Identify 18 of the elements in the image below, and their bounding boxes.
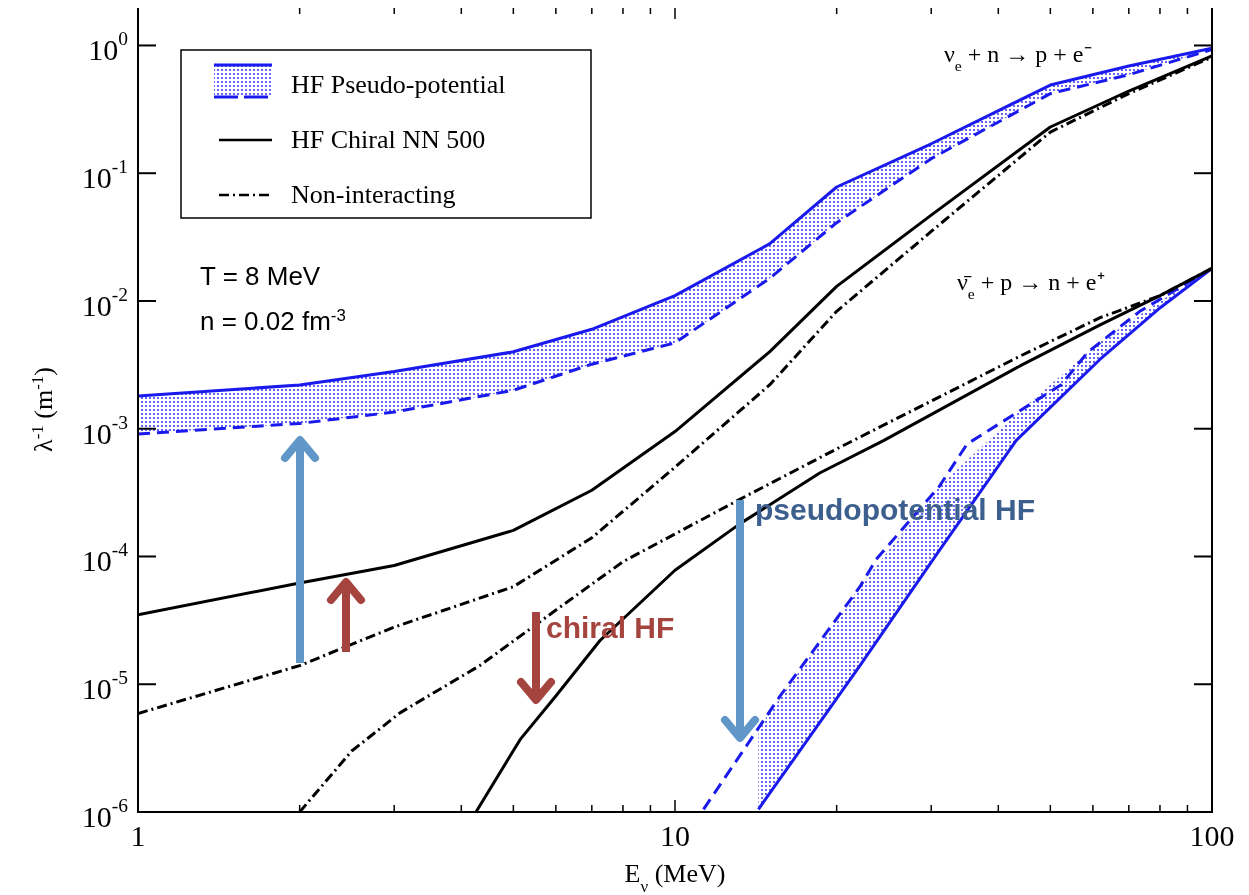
- y-tick-label: 10$^{0}$: [88, 28, 128, 66]
- x-tick-label: 10: [660, 819, 690, 852]
- legend-label: HF Pseudo-potential: [291, 70, 506, 99]
- legend-label: Non-interacting: [291, 180, 456, 209]
- y-tick-label: 10$^{-3}$: [81, 411, 128, 450]
- annotation: n = 0.02 fm$^{-3}$: [200, 305, 346, 336]
- y-tick-label: 10$^{-6}$: [81, 795, 129, 833]
- y-tick-label: 10$^{-2}$: [81, 283, 128, 322]
- annotation: ν̄$_{e}$ + p → n + e⁺: [957, 269, 1105, 302]
- x-tick-label: 1: [130, 819, 146, 852]
- annotation: ν$_{e}$ + n → p + e⁻: [944, 41, 1092, 74]
- y-tick-label: 10$^{-4}$: [81, 539, 129, 577]
- y-tick-label: 10$^{-5}$: [81, 667, 128, 705]
- annotation: T = 8 MeV: [200, 261, 321, 291]
- y-tick-label: 10$^{-1}$: [81, 156, 128, 194]
- x-tick-label: 100: [1189, 819, 1235, 852]
- x-axis-title: E$_{ν}$ (MeV): [624, 859, 726, 895]
- legend-label: HF Chiral NN 500: [291, 125, 486, 154]
